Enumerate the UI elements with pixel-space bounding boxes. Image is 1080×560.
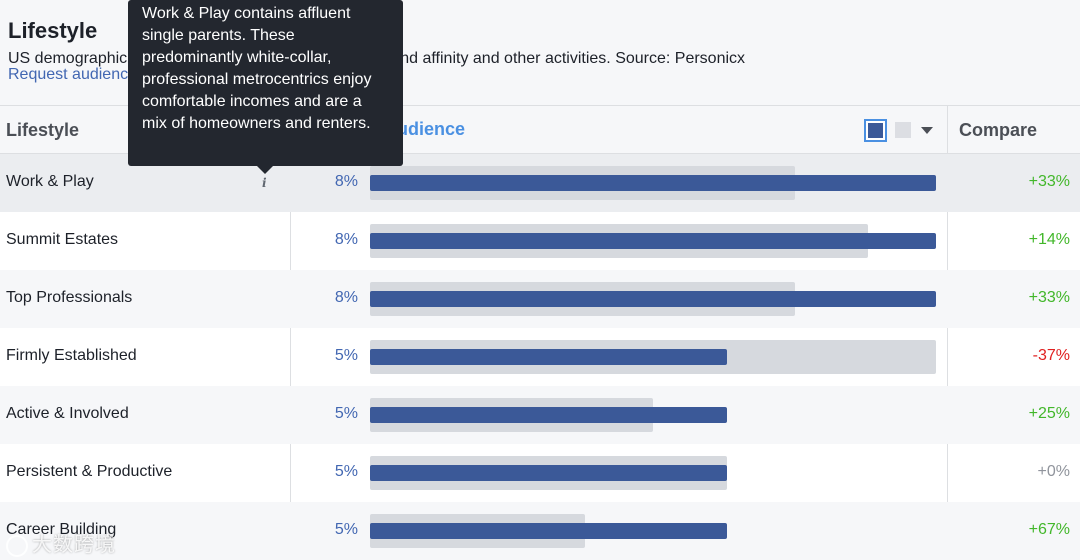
lifestyle-table-body: Work & Play i 8% +33% Summit Estates 8% +14% To…	[0, 154, 1080, 560]
watermark-text: 大数跨境	[32, 534, 116, 556]
table-row[interactable]: Persistent & Productive 5% +0%	[0, 444, 1080, 502]
row-lifestyle-name: Career Building	[6, 521, 117, 538]
row-lifestyle-name: Persistent & Productive	[6, 463, 173, 480]
table-row[interactable]: Active & Involved 5% +25%	[0, 386, 1080, 444]
info-tooltip: Work & Play contains affluent single par…	[128, 0, 403, 174]
row-compare-value: +67%	[1028, 521, 1070, 538]
table-row[interactable]: Career Building 5% +67%	[0, 502, 1080, 560]
column-header-audience[interactable]: Audience	[384, 119, 466, 139]
row-audience-percent: 8%	[334, 231, 358, 248]
audience-bar	[370, 407, 727, 423]
row-audience-percent: 5%	[334, 463, 358, 480]
column-divider-left	[290, 106, 291, 560]
section-title: Lifestyle	[8, 18, 98, 43]
audience-bar	[370, 291, 936, 307]
row-compare-value: -37%	[1032, 347, 1070, 364]
tooltip-text: Work & Play contains affluent single par…	[142, 5, 372, 132]
request-audience-link[interactable]: Request audience	[8, 66, 137, 83]
row-lifestyle-name: Firmly Established	[6, 347, 137, 364]
watermark-logo: 大数跨境	[6, 528, 116, 557]
row-lifestyle-name: Work & Play	[6, 173, 94, 190]
legend-baseline-toggle[interactable]	[895, 122, 911, 138]
column-header-compare[interactable]: Compare	[959, 120, 1038, 140]
legend-selected-audience-toggle[interactable]	[864, 119, 887, 142]
watermark-icon	[6, 534, 28, 557]
row-lifestyle-name: Active & Involved	[6, 405, 129, 422]
table-row[interactable]: Top Professionals 8% +33%	[0, 270, 1080, 328]
row-compare-value: +33%	[1028, 289, 1070, 306]
column-header-lifestyle[interactable]: Lifestyle	[6, 120, 80, 140]
audience-bar	[370, 175, 936, 191]
row-audience-percent: 8%	[334, 173, 358, 190]
row-compare-value: +25%	[1028, 405, 1070, 422]
row-lifestyle-name: Summit Estates	[6, 231, 119, 248]
table-row[interactable]: Firmly Established 5% -37%	[0, 328, 1080, 386]
chevron-down-icon[interactable]	[921, 127, 933, 134]
row-audience-percent: 5%	[334, 521, 358, 538]
audience-bar	[370, 465, 727, 481]
audience-bar	[370, 523, 727, 539]
row-compare-value: +14%	[1028, 231, 1070, 248]
row-lifestyle-name: Top Professionals	[6, 289, 133, 306]
column-divider-right	[947, 106, 948, 560]
row-compare-value: +0%	[1037, 463, 1070, 480]
row-compare-value: +33%	[1028, 173, 1070, 190]
info-icon[interactable]: i	[262, 176, 267, 190]
audience-bar	[370, 349, 727, 365]
row-audience-percent: 5%	[334, 405, 358, 422]
audience-bar	[370, 233, 936, 249]
row-audience-percent: 5%	[334, 347, 358, 364]
table-row[interactable]: Summit Estates 8% +14%	[0, 212, 1080, 270]
row-audience-percent: 8%	[334, 289, 358, 306]
